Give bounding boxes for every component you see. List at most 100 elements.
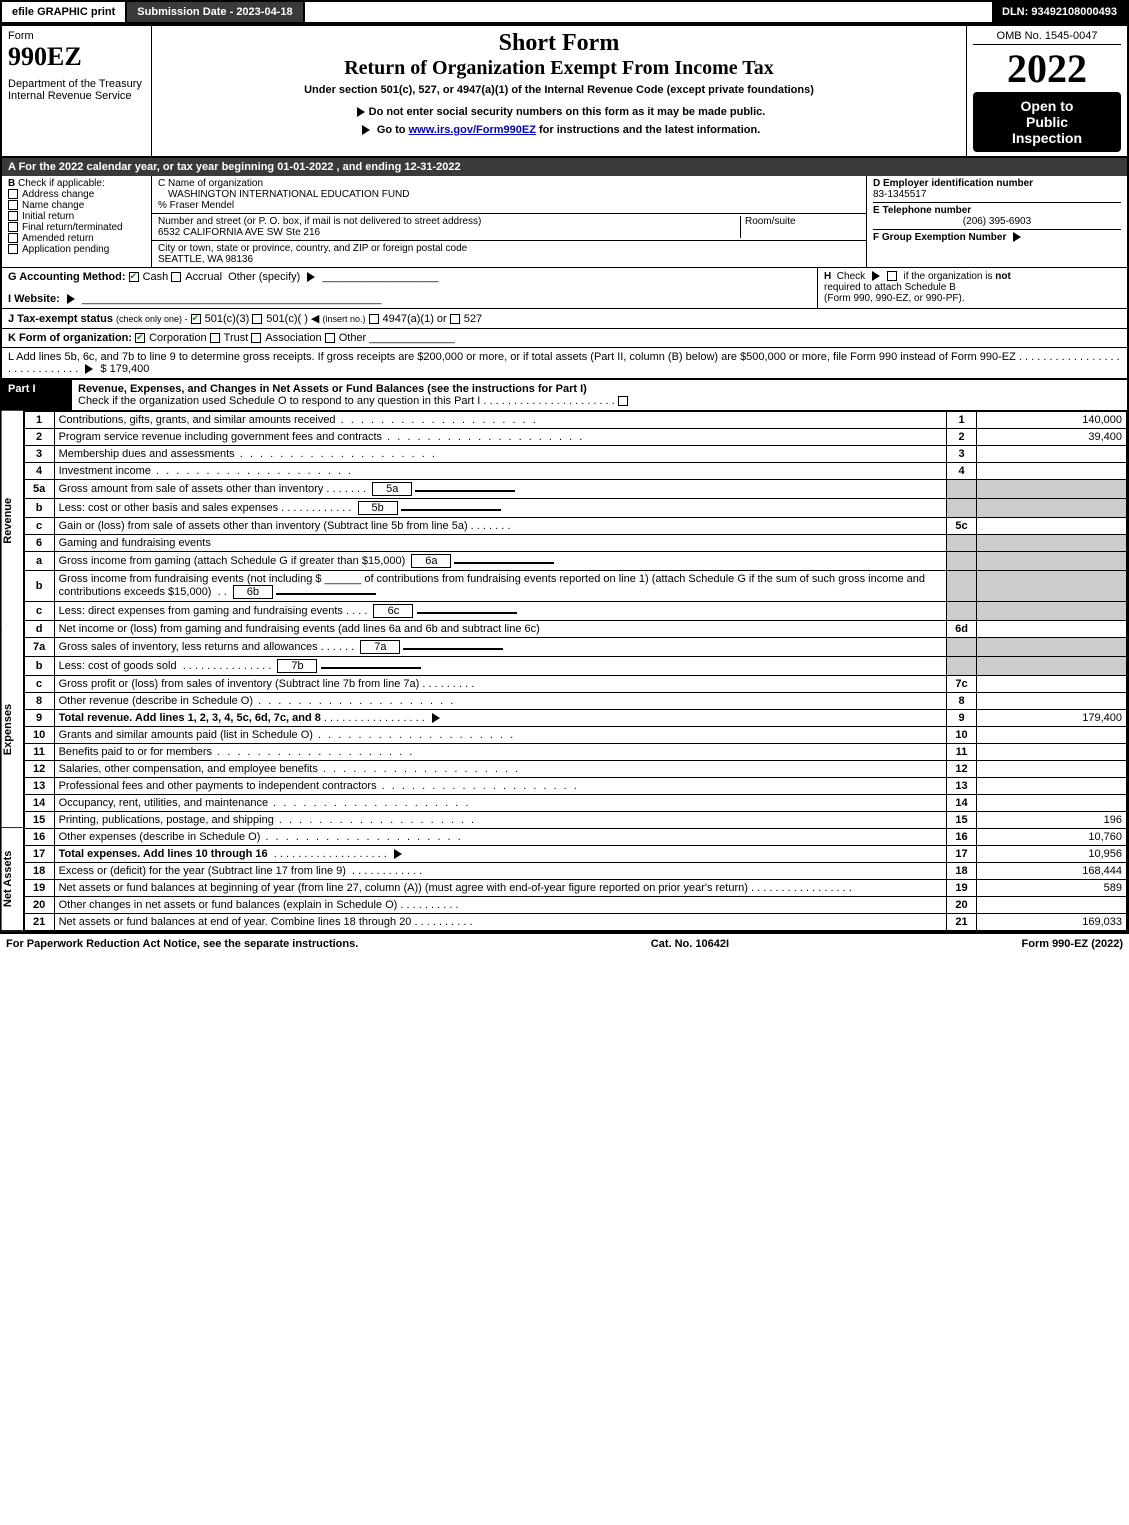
table-row: bLess: cost or other basis and sales exp… [24,499,1126,518]
table-row: 2Program service revenue including gover… [24,429,1126,446]
section-b: B Check if applicable: Address change Na… [2,176,152,267]
part-1-header: Part I Revenue, Expenses, and Changes in… [2,380,1127,411]
section-gh: G Accounting Method: Cash Accrual Other … [2,268,1127,309]
amount-line-2: 39,400 [977,429,1127,446]
form-header: Form 990EZ Department of the Treasury In… [2,26,1127,158]
checkbox-corporation[interactable] [135,333,145,343]
table-row: 20Other changes in net assets or fund ba… [24,897,1126,914]
triangle-icon [362,125,370,135]
checkbox-accrual[interactable] [171,272,181,282]
triangle-icon [1013,232,1021,242]
e-label: E Telephone number [873,205,971,216]
return-title: Return of Organization Exempt From Incom… [158,57,960,80]
section-g: G Accounting Method: Cash Accrual Other … [2,268,817,308]
table-row: bGross income from fundraising events (n… [24,571,1126,602]
lines-table: 1Contributions, gifts, grants, and simil… [24,411,1127,931]
top-bar: efile GRAPHIC print Submission Date - 20… [0,0,1129,24]
form-container: Form 990EZ Department of the Treasury In… [0,24,1129,933]
table-row: 21Net assets or fund balances at end of … [24,914,1126,931]
checkbox-application-pending[interactable] [8,244,18,254]
table-row: 11Benefits paid to or for members11 [24,744,1126,761]
table-row: 15Printing, publications, postage, and s… [24,812,1126,829]
amount-line-9: 179,400 [977,710,1127,727]
phone-number: (206) 395-6903 [873,216,1121,227]
page-footer: For Paperwork Reduction Act Notice, see … [0,933,1129,954]
table-row: 3Membership dues and assessments3 [24,446,1126,463]
checkbox-schedule-o[interactable] [618,396,628,406]
table-row: bLess: cost of goods sold . . . . . . . … [24,657,1126,676]
checkbox-initial-return[interactable] [8,211,18,221]
table-row: 13Professional fees and other payments t… [24,778,1126,795]
city-header: City or town, state or province, country… [158,243,860,254]
short-form-title: Short Form [158,30,960,57]
table-row: aGross income from gaming (attach Schedu… [24,552,1126,571]
part-1-check-note: Check if the organization used Schedule … [78,395,480,407]
checkbox-527[interactable] [450,314,460,324]
checkbox-501c[interactable] [252,314,262,324]
f-label: F Group Exemption Number [873,232,1006,243]
table-row: cGain or (loss) from sale of assets othe… [24,518,1126,535]
section-j: J Tax-exempt status (check only one) - 5… [2,309,1127,329]
d-label: D Employer identification number [873,178,1033,189]
expenses-side-label: Expenses [2,631,23,828]
i-website-label: I Website: [8,293,60,305]
amount-line-21: 169,033 [977,914,1127,931]
gross-receipts-amount: $ 179,400 [100,363,149,375]
irs-link[interactable]: www.irs.gov/Form990EZ [409,124,536,136]
care-of: % Fraser Mendel [158,200,860,211]
form-number: 990EZ [8,42,145,72]
part-1-label: Part I [2,380,72,410]
amount-line-15: 196 [977,812,1127,829]
checkbox-cash[interactable] [129,272,139,282]
header-left: Form 990EZ Department of the Treasury In… [2,26,152,156]
checkbox-association[interactable] [251,333,261,343]
room-suite-header: Room/suite [745,216,860,227]
checkbox-other-org[interactable] [325,333,335,343]
form-label: Form [8,30,145,42]
submission-date-button[interactable]: Submission Date - 2023-04-18 [127,2,304,22]
section-def: D Employer identification number 83-1345… [867,176,1127,267]
checkbox-4947[interactable] [369,314,379,324]
amount-line-18: 168,444 [977,863,1127,880]
section-l: L Add lines 5b, 6c, and 7b to line 9 to … [2,348,1127,380]
checkbox-final-return[interactable] [8,222,18,232]
lines-table-wrapper: Revenue Expenses Net Assets 1Contributio… [2,411,1127,931]
checkbox-amended-return[interactable] [8,233,18,243]
org-name: WASHINGTON INTERNATIONAL EDUCATION FUND [158,189,860,200]
table-row: 12Salaries, other compensation, and empl… [24,761,1126,778]
open-to-public-badge: Open to Public Inspection [973,92,1121,152]
ein: 83-1345517 [873,189,926,200]
section-a-line: A For the 2022 calendar year, or tax yea… [2,158,1127,176]
table-row: 4Investment income4 [24,463,1126,480]
c-name-label: C Name of organization [158,178,860,189]
table-row: 17Total expenses. Add lines 10 through 1… [24,846,1126,863]
checkbox-trust[interactable] [210,333,220,343]
part-1-title: Revenue, Expenses, and Changes in Net As… [78,383,587,395]
footer-form-ref: Form 990-EZ (2022) [1022,938,1124,950]
revenue-side-label: Revenue [2,411,23,631]
goto-line: Go to www.irs.gov/Form990EZ for instruct… [158,124,960,136]
table-row: 7aGross sales of inventory, less returns… [24,638,1126,657]
efile-print-button[interactable]: efile GRAPHIC print [2,2,127,22]
table-row: 5aGross amount from sale of assets other… [24,480,1126,499]
amount-line-16: 10,760 [977,829,1127,846]
triangle-icon [85,364,93,374]
checkbox-name-change[interactable] [8,200,18,210]
checkbox-h[interactable] [887,271,897,281]
street-header: Number and street (or P. O. box, if mail… [158,216,740,227]
irs-label: Internal Revenue Service [8,90,145,102]
amount-line-19: 589 [977,880,1127,897]
under-section-text: Under section 501(c), 527, or 4947(a)(1)… [158,84,960,96]
triangle-icon [67,294,75,304]
table-row: 14Occupancy, rent, utilities, and mainte… [24,795,1126,812]
triangle-icon [307,272,315,282]
table-row: cGross profit or (loss) from sales of in… [24,676,1126,693]
footer-left: For Paperwork Reduction Act Notice, see … [6,938,358,950]
table-row: 8Other revenue (describe in Schedule O)8 [24,693,1126,710]
checkbox-address-change[interactable] [8,189,18,199]
amount-line-1: 140,000 [977,412,1127,429]
amount-line-17: 10,956 [977,846,1127,863]
checkbox-501c3[interactable] [191,314,201,324]
table-row: 1Contributions, gifts, grants, and simil… [24,412,1126,429]
footer-cat-no: Cat. No. 10642I [651,938,729,950]
